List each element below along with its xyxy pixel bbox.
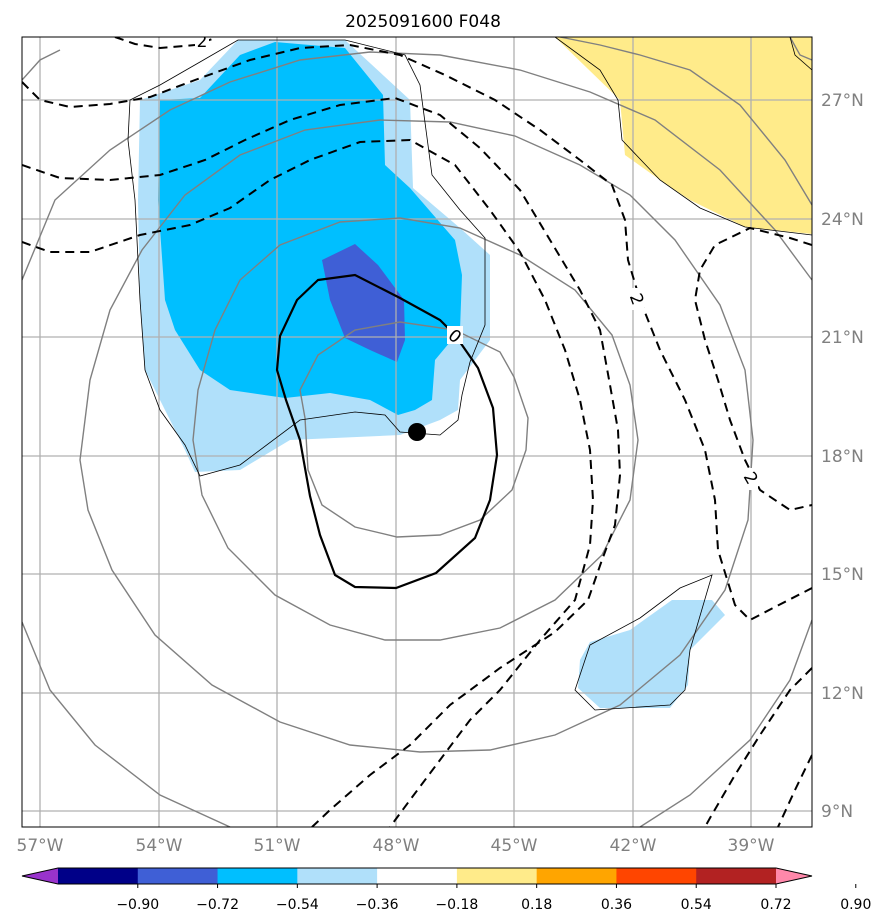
gray-contour-northwest-a xyxy=(22,49,61,81)
gray-contour-northeast-b xyxy=(789,37,812,61)
dashed-contour-north-3 xyxy=(22,138,595,827)
lon-label: 51°W xyxy=(254,836,301,856)
gray-contour-ring-2 xyxy=(192,217,639,641)
lon-label: 57°W xyxy=(17,836,64,856)
latitude-labels: 27°N 24°N 21°N 18°N 15°N 12°N 9°N xyxy=(821,91,864,822)
lon-label: 42°W xyxy=(610,836,657,856)
gray-contour-ring-1 xyxy=(299,321,529,538)
outline-yellow-tip xyxy=(789,37,812,71)
map-panel: 2 2 2 0 xyxy=(22,32,812,827)
lon-label: 39°W xyxy=(728,836,775,856)
colorbar-cell xyxy=(696,868,777,884)
colorbar-tick-label: 0.36 xyxy=(601,897,632,913)
lat-label: 24°N xyxy=(821,210,864,230)
lat-label: 12°N xyxy=(821,684,864,704)
lon-label: 48°W xyxy=(373,836,420,856)
colorbar-cell xyxy=(536,868,617,884)
dashed-contour-north-2 xyxy=(22,96,622,827)
contour-label-group: 2 2 2 0 xyxy=(195,32,762,490)
lon-label: 54°W xyxy=(136,836,183,856)
colorbar-tick-label: −0.54 xyxy=(276,897,319,913)
lat-label: 9°N xyxy=(821,802,853,822)
gray-contours xyxy=(22,37,812,827)
gridlines xyxy=(22,37,812,827)
contour-label-top: 2 xyxy=(197,32,208,52)
dashed-contour-southeast-2 xyxy=(777,754,812,827)
colorbar-tick-label: 0.18 xyxy=(521,897,552,913)
lat-label: 18°N xyxy=(821,447,864,467)
shaded-field xyxy=(138,37,812,708)
colorbar-extend-high xyxy=(776,868,812,884)
colorbar-extend-low xyxy=(22,868,58,884)
gray-contour-ring-4-southeast xyxy=(639,619,812,827)
colorbar-tick-label: 0.54 xyxy=(681,897,712,913)
shade-outlines xyxy=(127,37,812,711)
colorbar: −0.90 −0.72 −0.54 −0.36 −0.18 0.18 0.36 0.54 0.7… xyxy=(21,867,871,913)
dashed-contour-top-small xyxy=(114,37,216,50)
colorbar-cell xyxy=(217,868,298,884)
shade-yellow-northeast xyxy=(555,37,812,234)
colorbar-cell xyxy=(616,868,697,884)
dashed-contours xyxy=(22,37,812,827)
colorbar-cell xyxy=(456,868,538,884)
lat-label: 21°N xyxy=(821,328,864,348)
colorbar-cell xyxy=(297,868,378,884)
outline-east-region xyxy=(574,574,713,711)
colorbar-tick-label: −0.36 xyxy=(356,897,399,913)
gray-contour-ring-3 xyxy=(79,119,754,753)
colorbar-ticks: −0.90 −0.72 −0.54 −0.36 −0.18 0.18 0.36 0.54 0.7… xyxy=(116,884,871,913)
gray-contour-ring-4 xyxy=(22,51,812,281)
gray-contour-northeast-a xyxy=(559,37,812,206)
outline-west-region xyxy=(127,39,486,477)
dashed-contour-north-1 xyxy=(22,43,812,622)
colorbar-tick-label: 0.90 xyxy=(840,897,871,913)
figure-title: 2025091600 F048 xyxy=(345,12,501,32)
dashed-contour-east-lobe xyxy=(693,226,812,512)
lat-label: 15°N xyxy=(821,565,864,585)
lon-label: 45°W xyxy=(491,836,538,856)
colorbar-cell xyxy=(58,868,139,884)
colorbar-cells xyxy=(22,868,812,884)
outline-yellow-region xyxy=(554,37,812,236)
colorbar-tick-label: −0.72 xyxy=(196,897,239,913)
lat-label: 27°N xyxy=(821,91,864,111)
colorbar-cell xyxy=(377,868,458,884)
colorbar-tick-label: 0.72 xyxy=(760,897,791,913)
colorbar-tick-label: −0.18 xyxy=(435,897,478,913)
storm-center-marker xyxy=(408,423,426,441)
shade-light-blue-east xyxy=(578,600,725,708)
shade-royal-blue-core xyxy=(322,244,405,362)
map-frame xyxy=(21,36,813,828)
dashed-contour-southeast-1 xyxy=(704,667,812,827)
longitude-labels: 57°W 54°W 51°W 48°W 45°W 42°W 39°W xyxy=(17,836,775,856)
colorbar-cell xyxy=(137,868,219,884)
colorbar-tick-label: −0.90 xyxy=(116,897,159,913)
gray-contour-ring-4-south xyxy=(22,621,231,827)
